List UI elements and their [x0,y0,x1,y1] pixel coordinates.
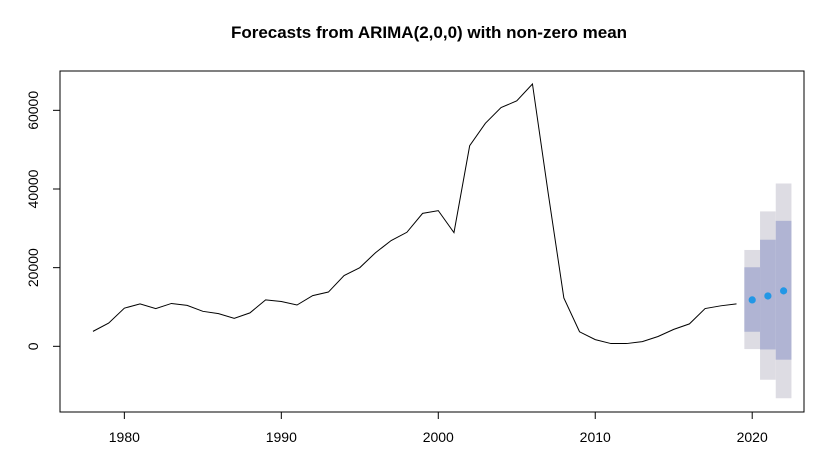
x-tick-label-1990: 1990 [266,429,297,445]
history-line [92,82,737,345]
history-series [92,82,737,345]
forecast-point-2021 [764,292,772,300]
forecast-points [748,287,788,304]
x-tick-label-2010: 2010 [580,429,611,445]
plot-frame [59,70,805,413]
y-tick-label-60000: 60000 [25,91,41,130]
forecast-point-2020 [748,296,756,304]
y-tick-label-20000: 20000 [25,248,41,287]
y-tick-label-0: 0 [25,342,41,350]
forecast-point-2022 [779,287,788,295]
y-axis: 0 20000 40000 60000 [25,91,61,350]
y-tick-label-40000: 40000 [25,169,41,208]
chart-title: Forecasts from ARIMA(2,0,0) with non-zer… [231,23,627,42]
x-tick-label-1980: 1980 [109,429,140,445]
x-tick-label-2000: 2000 [423,429,454,445]
x-tick-label-2020: 2020 [737,429,768,445]
x-axis: 1980 1990 2000 2010 2020 [109,411,768,445]
